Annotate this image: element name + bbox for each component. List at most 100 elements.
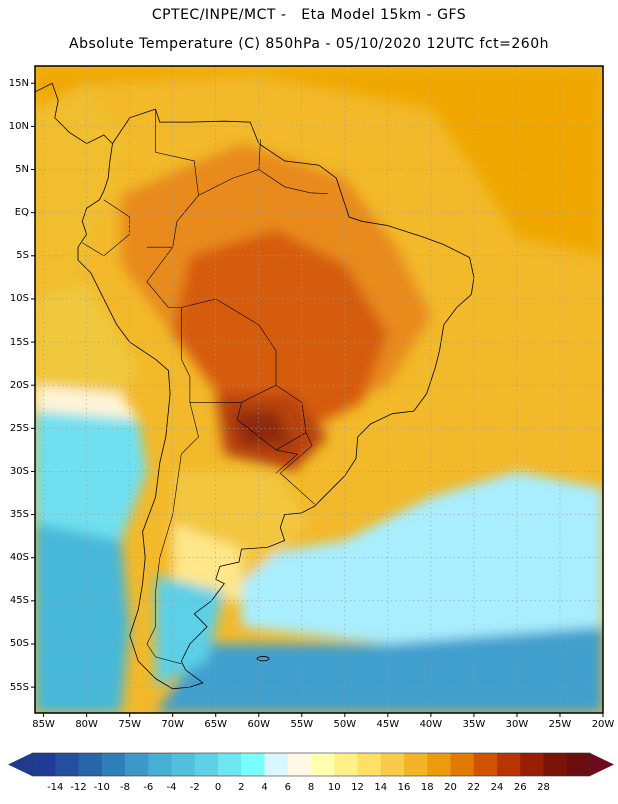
colorbar-label: 20 [444,782,457,793]
zone-pacific-cold [35,523,130,713]
zone-pacific-mid [35,281,139,403]
zone-north-atlantic-warm [35,66,603,256]
lon-label: 40W [419,719,443,730]
zone-pacific-cool [35,411,147,541]
zone-argentina-mild [172,523,242,601]
colorbar-label: 12 [351,782,364,793]
central-america-coastline [35,82,113,145]
colorbar-label: 26 [513,782,527,793]
colorbar-label: 16 [397,782,411,793]
lon-label: 55W [290,719,314,730]
graticule [35,66,603,713]
country-border [146,402,199,665]
colorbar-swatch [566,753,591,776]
lon-label: 25W [548,719,572,730]
colorbar-label: 2 [238,782,245,793]
lat-label: 40S [9,552,29,564]
country-border [155,109,199,196]
lon-label: 65W [204,719,228,730]
colorbar-swatch [357,753,382,776]
colorbar-label: 24 [490,782,504,793]
colorbar-label: 0 [214,782,222,793]
country-border [82,199,130,257]
lat-label: 5N [15,164,29,176]
lon-label: 60W [247,719,271,730]
colorbar-swatch [264,753,289,776]
colorbar-under-arrow [8,753,32,776]
colorbar-swatch [194,753,219,776]
lat-label: 10S [9,293,29,305]
colorbar-label: 14 [374,782,388,793]
colorbar-swatch [148,753,172,776]
colorbar-label: 22 [467,782,481,793]
colorbar-label: -4 [166,782,177,793]
lon-label: 75W [118,719,141,730]
lon-label: 80W [75,719,98,730]
zone-central-core-hot [172,229,388,437]
lon-label: 70W [161,719,184,730]
colorbar-swatch [287,753,312,776]
colorbar [8,752,614,777]
colorbar-label: -8 [120,782,130,793]
colorbar-label: 4 [261,782,268,793]
lon-label: 85W [32,719,55,730]
colorbar-swatch [171,753,196,776]
colorbar-swatch [497,753,521,776]
colorbar-swatch [311,753,335,776]
colorbar-label: 28 [537,782,550,793]
colorbar-swatch [55,753,79,776]
colorbar-swatch [543,753,568,776]
lat-label: 5S [16,250,29,262]
colorbar-label: 6 [284,782,291,793]
colorbar-label: -2 [189,782,200,793]
country-border [146,247,315,505]
lat-label: 15N [8,77,29,89]
lon-label: 20W [591,719,615,730]
map-title-line-1: CPTEC/INPE/MCT - Eta Model 15km - GFS [151,7,467,23]
map-title-line-2: Absolute Temperature (C) 850hPa - 05/10/… [69,36,549,52]
colorbar-label: 8 [307,782,315,793]
colorbar-swatch [427,753,451,776]
colorbar-swatch [218,753,242,776]
falkland-islands [256,656,270,662]
colorbar-swatch [241,753,265,776]
country-border [181,307,277,403]
lat-label: 20S [9,379,29,391]
temperature-field [35,66,603,713]
colorbar-label: -14 [47,782,64,793]
zone-chaco-max [232,411,294,446]
lat-label: 50S [9,638,29,650]
country-border [258,169,328,194]
lat-label: 55S [9,681,29,693]
colorbar-swatch [78,753,103,776]
lat-label: 35S [9,509,29,521]
lat-label: 10N [8,120,29,132]
colorbar-swatch [520,753,544,776]
zone-patagonia-cool [155,575,225,688]
country-border [275,449,299,474]
colorbar-swatch [473,753,498,776]
lon-label: 45W [376,719,400,730]
colorbar-label: 18 [420,782,434,793]
colorbar-swatch [380,753,405,776]
colorbar-border [31,752,591,777]
colorbar-swatch [450,753,475,776]
lat-label: 25S [9,422,29,434]
lat-label: 15S [9,336,29,348]
lon-label: 50W [333,719,357,730]
lat-label: 45S [9,595,29,607]
colorbar-label: -12 [70,782,87,793]
lon-label: 35W [462,719,486,730]
colorbar-label: -6 [143,782,154,793]
country-border [236,402,307,451]
colorbar-over-arrow [590,753,614,776]
lat-label: EQ [14,207,29,219]
colorbar-swatch [32,753,56,776]
lon-label: 30W [505,719,529,730]
colorbar-label: 10 [327,782,341,793]
lat-label: 30S [9,465,29,477]
colorbar-label: -10 [93,782,110,793]
colorbar-swatch [125,753,149,776]
